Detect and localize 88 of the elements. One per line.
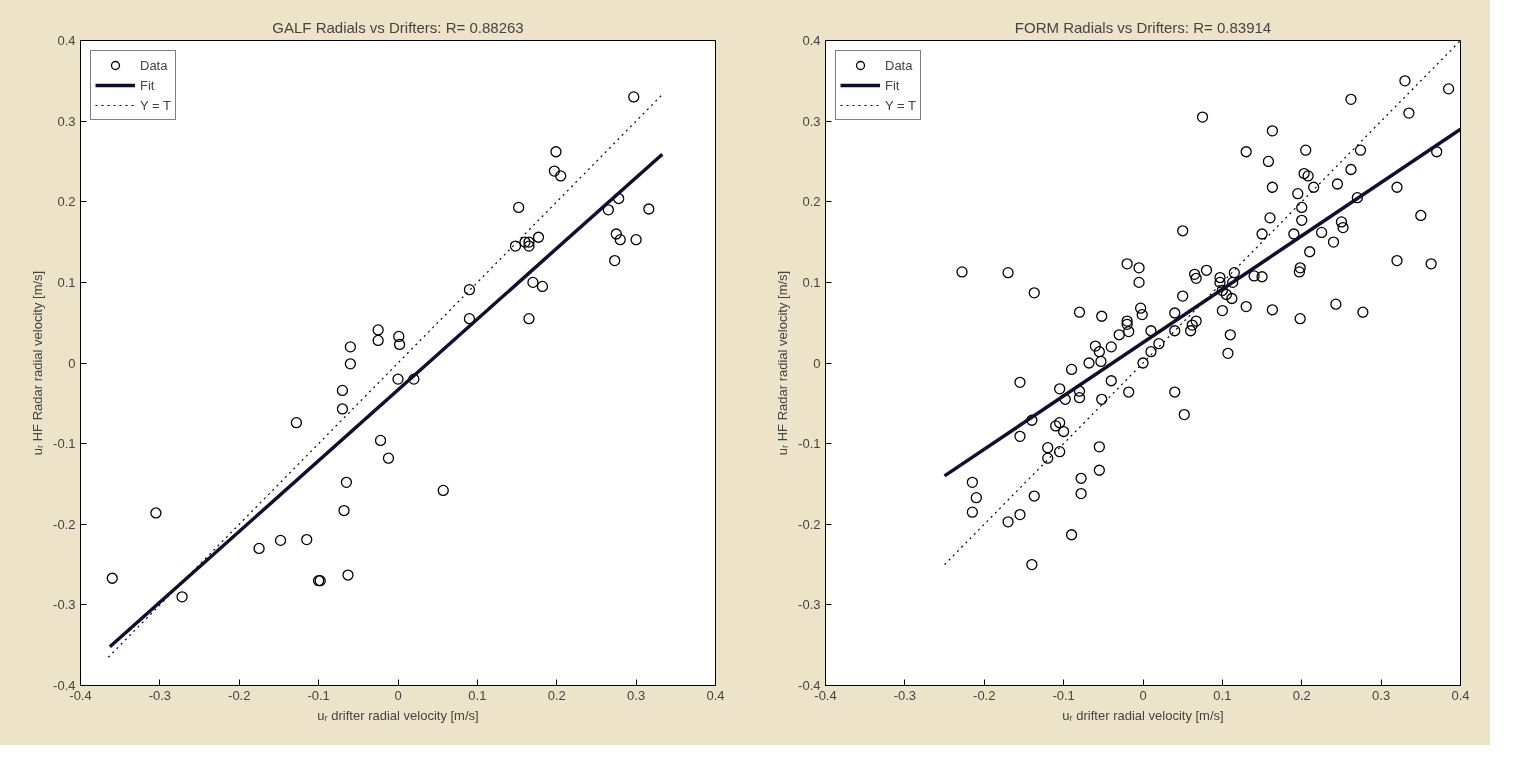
point bbox=[106, 572, 118, 584]
point bbox=[336, 403, 349, 415]
y-tick-label: 0.4 bbox=[802, 33, 821, 48]
point bbox=[150, 507, 162, 519]
point bbox=[523, 236, 535, 248]
y-axis-title: uᵣ HF Radar radial velocity [m/s] bbox=[775, 270, 791, 456]
y-tick-label: -0.3 bbox=[53, 597, 76, 613]
point bbox=[344, 358, 357, 370]
x-tick-label: 0.3 bbox=[627, 687, 646, 703]
legend-label: Fit bbox=[885, 76, 901, 95]
point bbox=[301, 533, 313, 546]
legend-label: Data bbox=[140, 56, 168, 75]
point bbox=[519, 236, 531, 248]
x-tick-label: -0.3 bbox=[893, 687, 917, 703]
x-axis-title: uᵣ drifter radial velocity [m/s] bbox=[1062, 707, 1224, 723]
point bbox=[338, 504, 350, 517]
y-tick-label: 0.4 bbox=[57, 33, 76, 48]
point bbox=[463, 313, 476, 325]
point bbox=[463, 283, 476, 296]
point bbox=[609, 254, 621, 267]
y-tick-label: -0.2 bbox=[53, 516, 76, 532]
x-tick-label: 0 bbox=[394, 687, 402, 703]
x-tick-label: 0.3 bbox=[1372, 687, 1391, 703]
point bbox=[513, 201, 525, 214]
point bbox=[536, 280, 549, 293]
y-tick-label: -0.1 bbox=[798, 436, 821, 452]
point bbox=[548, 165, 561, 177]
point bbox=[527, 276, 539, 289]
x-axis-title: uᵣ drifter radial velocity [m/s] bbox=[317, 707, 479, 723]
legend-label: Fit bbox=[140, 76, 156, 95]
x-tick-label: -0.2 bbox=[973, 687, 996, 703]
y-tick-label: 0.1 bbox=[802, 274, 821, 290]
point bbox=[344, 341, 357, 353]
y-tick-label: 0.2 bbox=[57, 194, 76, 210]
x-tick-label: 0.2 bbox=[547, 687, 566, 703]
x-tick-label: 0 bbox=[1139, 687, 1147, 703]
y-tick-label: -0.3 bbox=[798, 597, 821, 613]
point bbox=[290, 417, 303, 429]
point bbox=[602, 204, 614, 216]
point bbox=[437, 484, 449, 497]
point bbox=[253, 542, 265, 555]
y-tick-label: 0.3 bbox=[802, 113, 821, 129]
point bbox=[610, 228, 622, 240]
x-tick-label: -0.1 bbox=[307, 687, 330, 703]
x-tick-label: -0.1 bbox=[1052, 687, 1075, 703]
x-tick-label: -0.2 bbox=[228, 687, 251, 703]
point bbox=[555, 170, 567, 182]
point bbox=[342, 569, 354, 581]
x-tick-label: 0.4 bbox=[706, 687, 725, 703]
point bbox=[509, 240, 522, 252]
y-tick-label: 0 bbox=[813, 355, 821, 371]
x-tick-label: -0.3 bbox=[148, 687, 172, 703]
point bbox=[340, 476, 353, 488]
y-tick-label: -0.2 bbox=[798, 516, 821, 532]
y-axis-title: uᵣ HF Radar radial velocity [m/s] bbox=[30, 270, 46, 456]
point bbox=[523, 240, 535, 252]
x-tick-label: 0.1 bbox=[468, 687, 487, 703]
point bbox=[372, 334, 384, 347]
point bbox=[614, 234, 626, 246]
y-tick-label: 0.1 bbox=[57, 274, 76, 290]
point bbox=[274, 534, 287, 547]
point bbox=[532, 231, 545, 243]
legend-label: Data bbox=[885, 56, 913, 75]
point bbox=[550, 146, 562, 158]
point bbox=[392, 373, 404, 385]
point bbox=[336, 384, 349, 397]
point bbox=[408, 373, 420, 385]
point bbox=[372, 324, 384, 336]
chart-title: GALF Radials vs Drifters: R= 0.88263 bbox=[272, 18, 524, 36]
point bbox=[393, 338, 406, 351]
point bbox=[393, 330, 405, 343]
chart-title: FORM Radials vs Drifters: R= 0.83914 bbox=[1014, 18, 1272, 36]
x-tick-label: 0.1 bbox=[1213, 687, 1232, 703]
point bbox=[176, 591, 188, 603]
point bbox=[374, 434, 387, 447]
y-tick-label: -0.1 bbox=[53, 436, 76, 452]
legend-label: Y = T bbox=[140, 96, 171, 115]
point bbox=[382, 452, 395, 464]
legend-label: Y = T bbox=[885, 96, 916, 115]
point bbox=[523, 313, 535, 325]
point bbox=[628, 91, 640, 103]
y-tick-label: 0.2 bbox=[802, 194, 821, 210]
y-tick-label: 0 bbox=[68, 355, 76, 371]
point bbox=[630, 234, 642, 246]
x-tick-label: 0.4 bbox=[1451, 687, 1470, 703]
y-tick-label: 0.3 bbox=[57, 113, 76, 129]
point bbox=[643, 203, 655, 215]
x-tick-label: 0.2 bbox=[1292, 687, 1311, 703]
